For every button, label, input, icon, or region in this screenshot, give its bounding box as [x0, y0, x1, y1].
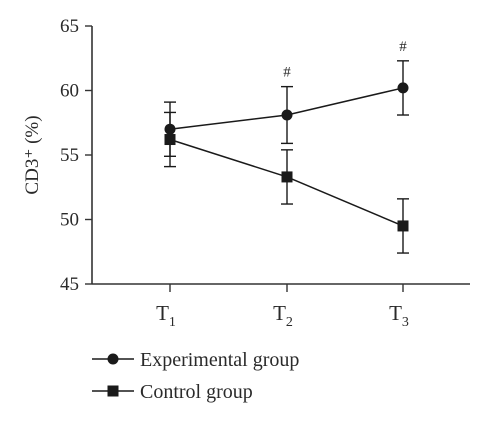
x-tick-label: T3: [389, 301, 409, 330]
x-tick-label-base: T: [389, 301, 402, 325]
y-ticks: 45 50 55 60 65: [60, 16, 92, 295]
legend-marker: [107, 385, 119, 397]
series-layer: [164, 60, 409, 254]
x-tick-label: T1: [156, 301, 176, 330]
x-tick-label-base: T: [273, 301, 286, 325]
x-tick-label-subscript: 2: [286, 315, 293, 330]
y-tick-label: 50: [60, 210, 79, 231]
x-tick-label: T2: [273, 301, 293, 330]
y-tick-label: 55: [60, 145, 79, 166]
significance-mark: #: [283, 65, 291, 81]
legend-label: Control group: [140, 381, 253, 403]
y-tick-label: 60: [60, 81, 79, 102]
legend-item: Experimental group: [92, 349, 299, 371]
data-point: [397, 220, 409, 232]
data-point: [397, 82, 409, 94]
data-point: [281, 171, 293, 183]
data-point: [281, 109, 293, 121]
x-tick-label-base: T: [156, 301, 169, 325]
legend-item: Control group: [92, 381, 253, 403]
series-control: [164, 111, 409, 254]
x-tick-label-subscript: 3: [402, 315, 409, 330]
legend-marker: [107, 353, 119, 365]
x-ticks: T1 T2 T3: [156, 284, 409, 330]
y-tick-label: 65: [60, 16, 79, 37]
annotations: ##: [283, 39, 407, 81]
legend: Experimental group Control group: [92, 349, 299, 403]
y-tick-label: 45: [60, 274, 79, 295]
significance-mark: #: [399, 39, 407, 55]
legend-label: Experimental group: [140, 349, 299, 371]
data-point: [164, 134, 176, 146]
x-tick-label-subscript: 1: [169, 315, 176, 330]
axes: [91, 26, 470, 285]
y-axis-label: CD3⁺ (%): [22, 115, 43, 194]
